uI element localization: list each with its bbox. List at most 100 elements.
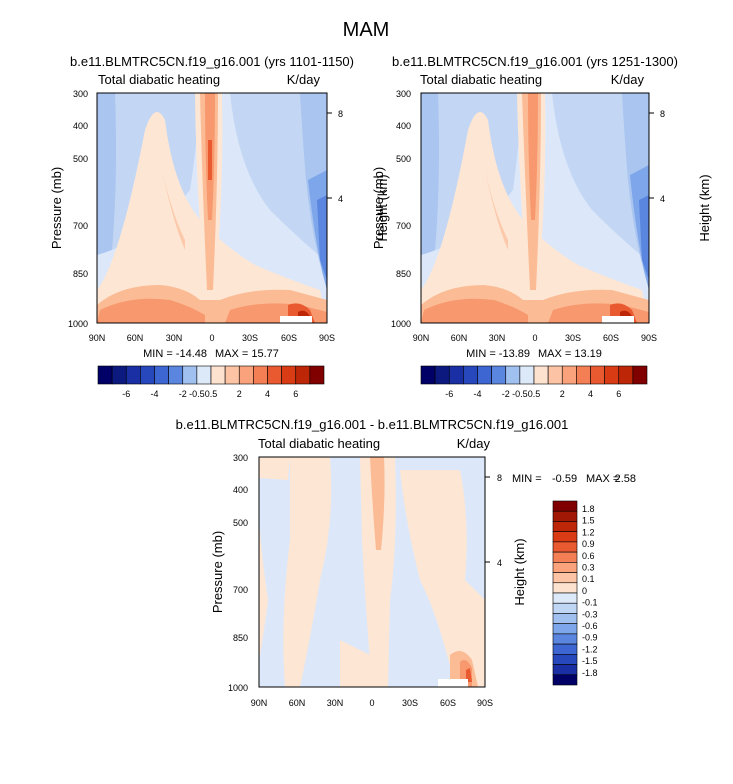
colorbar-swatch [420, 365, 436, 385]
x-tick-label: 0 [369, 698, 374, 708]
x-tick-label: 30S [565, 333, 581, 343]
colorbar-label: -6 [445, 389, 453, 399]
panel-1-x-axis: 90N 60N 30N 0 30S 60S 90S [89, 333, 335, 343]
panel-2-ylabel: Pressure (mb) [371, 167, 386, 249]
panel-3-contours [259, 457, 485, 687]
panel-2: b.e11.BLMTRC5CN.f19_g16.001 (yrs 1251-13… [371, 54, 712, 399]
colorbar-diff: 1.81.51.20.90.60.30.10-0.1-0.3-0.6-0.9-1… [552, 500, 598, 686]
x-tick-label: 30N [327, 698, 344, 708]
y-tick-label: 300 [73, 89, 88, 99]
y-right-tick-label: 8 [497, 473, 502, 483]
panel-2-ylabel-right: Height (km) [697, 174, 712, 241]
colorbar-swatch [552, 582, 578, 594]
x-tick-label: 30S [402, 698, 418, 708]
y-tick-label: 500 [233, 518, 248, 528]
colorbar-swatch [267, 365, 282, 385]
y-tick-label: 1000 [391, 319, 411, 329]
colorbar-swatch [552, 510, 578, 522]
colorbar-label: 0.5 [205, 389, 218, 399]
colorbar-label: 1.8 [582, 504, 595, 514]
colorbar-swatch [253, 365, 268, 385]
panel-3-title: b.e11.BLMTRC5CN.f19_g16.001 - b.e11.BLMT… [176, 417, 569, 432]
y-right-tick-label: 8 [660, 109, 665, 119]
colorbar-swatch [97, 365, 113, 385]
panel-2-max: MAX = 13.19 [538, 348, 602, 360]
y-right-tick-label: 4 [497, 558, 502, 568]
colorbar-label: 6 [616, 389, 621, 399]
colorbar-label: 4 [265, 389, 270, 399]
colorbar-swatch [632, 365, 648, 385]
colorbar-label: -0.5 [512, 389, 528, 399]
colorbar-label: 0.1 [582, 574, 595, 584]
colorbar-swatch [505, 365, 521, 385]
colorbar-swatch [182, 365, 198, 385]
panel-2-min: MIN = -13.89 [466, 348, 530, 360]
colorbar-label: 0.6 [582, 551, 595, 561]
panel-3-units: K/day [457, 436, 491, 451]
colorbar-swatch [618, 365, 634, 385]
colorbar-label: 2 [237, 389, 242, 399]
y-right-tick-label: 4 [660, 194, 665, 204]
colorbar-swatch [463, 365, 478, 385]
x-tick-label: 90N [413, 333, 430, 343]
colorbar-label: 4 [588, 389, 593, 399]
colorbar-swatch [552, 664, 578, 676]
panel-1-title: b.e11.BLMTRC5CN.f19_g16.001 (yrs 1101-11… [70, 54, 354, 69]
colorbar-swatch [224, 365, 240, 385]
colorbar-2: -6 -4 -2 -0.5 0.5 2 4 6 [420, 365, 648, 399]
colorbar-label: 0.5 [528, 389, 541, 399]
y-tick-label: 400 [73, 121, 88, 131]
colorbar-swatch [140, 365, 155, 385]
x-tick-label: 60N [451, 333, 468, 343]
y-tick-label: 700 [396, 221, 411, 231]
colorbar-swatch [552, 674, 578, 686]
colorbar-label: -2 [502, 389, 510, 399]
colorbar-label: 1.2 [582, 527, 595, 537]
panel-3-ylabel-right: Height (km) [512, 538, 527, 605]
colorbar-swatch [295, 365, 311, 385]
panel-2-contours [421, 93, 649, 323]
x-tick-label: 60N [289, 698, 306, 708]
panel-3-min-label: MIN = [512, 473, 542, 485]
colorbar-swatch [519, 365, 535, 385]
colorbar-swatch [154, 365, 169, 385]
colorbar-label: -0.6 [582, 621, 598, 631]
colorbar-label: 0.9 [582, 539, 595, 549]
y-right-tick-label: 8 [338, 109, 343, 119]
x-tick-label: 30N [489, 333, 506, 343]
colorbar-swatch [448, 365, 464, 385]
y-tick-label: 850 [396, 269, 411, 279]
panel-2-units: K/day [611, 72, 645, 87]
x-tick-label: 90S [477, 698, 493, 708]
panel-1-contours [97, 93, 327, 323]
colorbar-swatch [604, 365, 620, 385]
panel-2-title: b.e11.BLMTRC5CN.f19_g16.001 (yrs 1251-13… [392, 54, 678, 69]
colorbar-label: -6 [122, 389, 130, 399]
colorbar-label: -1.5 [582, 656, 598, 666]
colorbar-swatch [547, 365, 563, 385]
x-tick-label: 60S [440, 698, 456, 708]
y-right-tick-label: 4 [338, 194, 343, 204]
colorbar-swatch [533, 365, 549, 385]
colorbar-swatch [552, 654, 578, 665]
colorbar-swatch [561, 365, 577, 385]
colorbar-label: -1.8 [582, 668, 598, 678]
colorbar-swatch [552, 572, 578, 584]
colorbar-label: 0.3 [582, 563, 595, 573]
x-tick-label: 0 [532, 333, 537, 343]
colorbar-label: -0.9 [582, 633, 598, 643]
panel-1-left-string: Total diabatic heating [98, 72, 220, 87]
panel-3-x-axis: 90N 60N 30N 0 30S 60S 90S [251, 698, 493, 708]
colorbar-swatch [491, 365, 507, 385]
panel-3-max-label: MAX = [586, 473, 619, 485]
colorbar-swatch [196, 365, 212, 385]
colorbar-label: -0.3 [582, 609, 598, 619]
panel-1-max: MAX = 15.77 [215, 348, 279, 360]
colorbar-label: -1.2 [582, 644, 598, 654]
panel-1-min: MIN = -14.48 [143, 348, 207, 360]
x-tick-label: 90N [89, 333, 106, 343]
panel-1-units: K/day [287, 72, 321, 87]
panel-1-y-axis: 300 400 500 700 850 1000 8 4 [68, 89, 343, 329]
panel-3-left-string: Total diabatic heating [258, 436, 380, 451]
